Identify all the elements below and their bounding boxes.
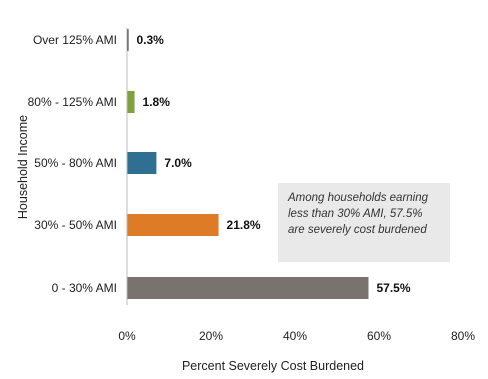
y-axis-title: Household Income	[16, 115, 30, 219]
x-axis-title: Percent Severely Cost Burdened	[182, 359, 364, 373]
bar	[127, 152, 157, 174]
bar	[127, 91, 135, 113]
category-label: 50% - 80% AMI	[34, 156, 117, 170]
data-label: 57.5%	[377, 281, 411, 295]
bar	[127, 29, 129, 51]
x-tick-label: 60%	[367, 329, 391, 343]
data-label: 7.0%	[164, 156, 192, 170]
x-tick-label: 0%	[118, 329, 136, 343]
annotation-text: Among households earning less than 30% A…	[288, 192, 429, 236]
category-labels: Over 125% AMI 80% - 125% AMI 50% - 80% AMI…	[28, 33, 117, 295]
x-tick-label: 20%	[199, 329, 223, 343]
x-tick-labels: 0% 20% 40% 60% 80%	[118, 329, 475, 343]
category-label: 0 - 30% AMI	[52, 281, 117, 295]
annotation-box: Among households earning less than 30% A…	[278, 183, 450, 262]
category-label: 80% - 125% AMI	[28, 95, 117, 109]
data-label: 1.8%	[143, 95, 171, 109]
x-tick-label: 40%	[283, 329, 307, 343]
value-labels: 0.3% 1.8% 7.0% 21.8% 57.5%	[137, 33, 411, 295]
bar	[127, 214, 219, 236]
x-tick-label: 80%	[451, 329, 475, 343]
bars-group	[127, 29, 369, 299]
data-label: 0.3%	[137, 33, 165, 47]
data-label: 21.8%	[227, 218, 261, 232]
category-label: Over 125% AMI	[33, 33, 117, 47]
category-label: 30% - 50% AMI	[34, 218, 117, 232]
bar	[127, 277, 369, 299]
